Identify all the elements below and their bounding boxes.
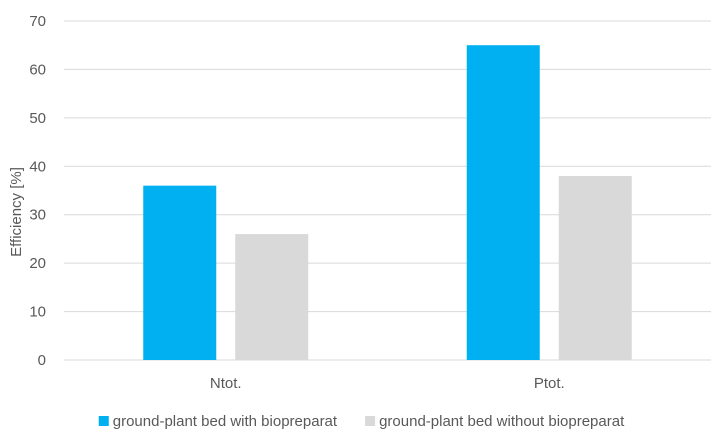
bar-ntot-series-1: [143, 185, 217, 360]
bars: [143, 45, 632, 360]
bar-ptot-series-2: [558, 175, 632, 360]
x-category-label: Ptot.: [534, 375, 565, 392]
legend-item: ground-plant bed without biopreparat: [365, 413, 625, 430]
legend-swatch: [98, 416, 109, 426]
y-tick-label: 50: [29, 110, 46, 127]
y-tick-label: 70: [29, 13, 46, 30]
legend-item: ground-plant bed with biopreparat: [98, 413, 338, 430]
bar-ntot-series-2: [235, 234, 309, 360]
y-tick-label: 10: [29, 304, 46, 321]
legend-label: ground-plant bed with biopreparat: [113, 413, 338, 430]
y-axis-label: Efficiency [%]: [8, 167, 25, 257]
y-tick-label: 40: [29, 158, 46, 175]
legend: ground-plant bed with biopreparat ground-…: [98, 413, 625, 430]
y-tick-label: 0: [38, 352, 46, 369]
y-tick-label: 60: [29, 61, 46, 78]
y-tick-label: 20: [29, 255, 46, 272]
bar-ptot-series-1: [466, 45, 540, 360]
legend-swatch: [365, 416, 376, 426]
x-category-label: Ntot.: [210, 375, 242, 392]
legend-label: ground-plant bed without biopreparat: [379, 413, 625, 430]
y-tick-label: 30: [29, 207, 46, 224]
y-axis-ticks: 0 10 20 30 40 50 60 70: [29, 13, 46, 369]
x-axis-categories: Ntot. Ptot.: [210, 375, 565, 392]
